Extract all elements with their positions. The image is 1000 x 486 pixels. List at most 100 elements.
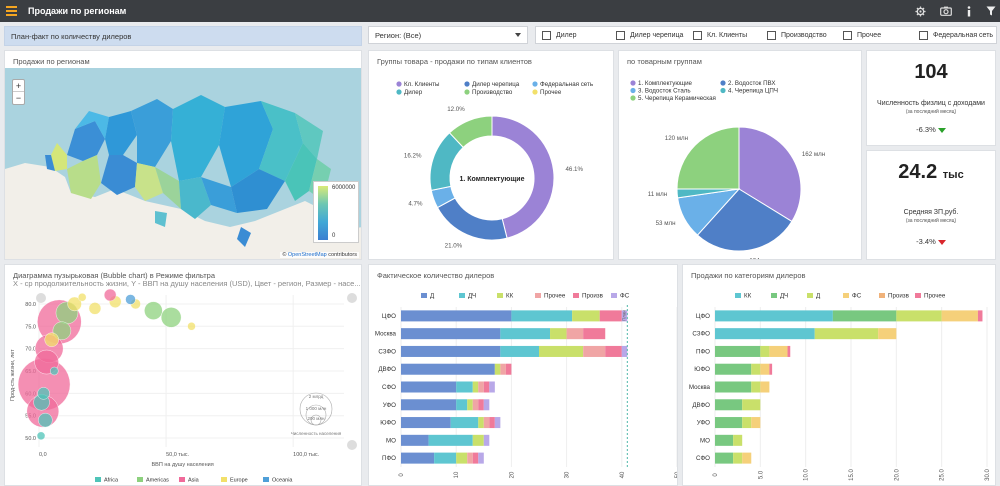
russia-region[interactable] — [131, 99, 173, 167]
settings-gear-icon[interactable] — [915, 5, 926, 17]
triangle-down-icon — [937, 127, 946, 133]
legend-label: Прочее — [540, 89, 562, 96]
russia-region[interactable] — [101, 155, 137, 195]
russia-region[interactable] — [45, 155, 55, 171]
checkbox-box — [767, 31, 776, 40]
zoom-out-button[interactable]: − — [15, 93, 22, 103]
product-group-pie-chart[interactable]: 1. Комплектующие 2. Водосток ПВХ 3. Водост… — [619, 51, 862, 260]
legend-label: Прочее — [924, 293, 946, 300]
bar-segment — [401, 417, 451, 429]
legend-swatch — [879, 293, 885, 298]
filter-funnel-icon[interactable] — [986, 6, 996, 16]
russia-region[interactable] — [155, 167, 181, 209]
bar-segment — [715, 452, 734, 464]
legend-swatch — [95, 477, 101, 482]
legend-label: Дилер черепица — [472, 81, 520, 88]
donut-center-label: 1. Комплектующие — [460, 176, 525, 183]
checkbox-key-clients[interactable]: Кл. Клиенты — [693, 31, 747, 40]
legend-swatch — [915, 293, 921, 298]
chevron-down-icon — [515, 33, 521, 37]
bubble-point — [160, 307, 182, 328]
russia-region[interactable] — [155, 211, 167, 227]
donut-slice — [436, 197, 508, 241]
dealer-count-bar-chart[interactable]: Д ДЧ КК Прочее Произв ФС 0 10 20 30 40 50 ЦФО Москва С… — [369, 265, 678, 486]
bar-segment — [878, 328, 897, 340]
legend-max: 6000000 — [332, 185, 356, 191]
checkbox-federal-network[interactable]: Федеральная сеть — [919, 31, 993, 40]
bar-segment — [715, 328, 815, 340]
bar-segment — [489, 417, 495, 429]
bubble-point — [44, 332, 59, 347]
region-select[interactable]: Регион: (Все) — [368, 26, 528, 44]
category-label: ЮФО — [694, 366, 710, 373]
camera-icon[interactable] — [940, 6, 952, 16]
slice-label: 11 млн — [648, 191, 667, 198]
bubble-title: Диаграмма пузырьковая (Bubble chart) в Р… — [13, 271, 216, 280]
bar-segment — [500, 328, 551, 340]
x-tick-label: 50 — [675, 471, 678, 478]
bar-segment — [494, 417, 501, 429]
russia-region[interactable] — [67, 121, 105, 161]
russia-region[interactable] — [237, 227, 251, 247]
bubble-chart[interactable]: 80.075.070.065.060.055.050.00,050,0 тыс.… — [5, 265, 362, 486]
checkbox-dealer[interactable]: Дилер — [542, 31, 577, 40]
russia-regions-map[interactable] — [5, 51, 362, 260]
russia-region[interactable] — [219, 101, 273, 187]
slice-label: 120 млн — [665, 135, 688, 142]
legend-swatch — [221, 477, 227, 482]
legend-label: Africa — [104, 478, 119, 484]
checkbox-dealer-tile[interactable]: Дилер черепица — [616, 31, 683, 40]
bar-segment — [456, 399, 468, 411]
y-axis-label: Прод-сть жизни, лет — [10, 349, 16, 401]
bar-segment — [787, 345, 791, 357]
bar-segment — [769, 345, 788, 357]
bar-segment — [760, 363, 770, 375]
x-tick-label: 30.0 — [985, 469, 991, 481]
bubble-point — [78, 293, 87, 302]
russia-region[interactable] — [67, 155, 101, 199]
russia-region[interactable] — [105, 111, 137, 155]
zoom-in-button[interactable]: + — [13, 80, 24, 92]
russia-region[interactable] — [179, 177, 211, 219]
bubble-point — [125, 294, 136, 305]
bar-segment — [478, 417, 484, 429]
info-icon[interactable] — [966, 5, 972, 17]
russia-region[interactable] — [259, 101, 303, 181]
checkbox-label: Федеральная сеть — [933, 32, 994, 39]
size-legend-circle — [310, 414, 322, 426]
checkbox-other[interactable]: Прочее — [843, 31, 881, 40]
legend-swatch — [771, 293, 777, 298]
russia-region[interactable] — [135, 163, 163, 201]
category-label: СЗФО — [378, 348, 396, 355]
russia-region[interactable] — [285, 143, 317, 201]
size-legend-label: 2 млрд — [309, 394, 324, 399]
y-tick-label: 50.0 — [25, 436, 36, 442]
legend-label: Дилер — [404, 89, 423, 96]
bar-segment — [742, 452, 752, 464]
attribution-link[interactable]: OpenStreetMap — [287, 252, 327, 258]
product-group-pie-panel: по товарным группам 1. Комплектующие 2. В… — [618, 50, 862, 260]
pie-slice — [676, 126, 740, 190]
legend-swatch — [497, 293, 503, 298]
bar-segment — [483, 434, 490, 446]
sales-category-bar-chart[interactable]: КК ДЧ Д ФС Произв Прочее 0 5.0 10.0 15.0 20.0 25.0 3… — [683, 265, 996, 486]
legend-swatch — [720, 87, 726, 94]
legend-swatch — [720, 80, 726, 86]
russia-region[interactable] — [295, 113, 323, 159]
attribution-prefix: © — [282, 252, 288, 258]
category-label: УФО — [697, 420, 710, 427]
bubble-chart-panel: Диаграмма пузырьковая (Bubble chart) в Р… — [4, 264, 362, 486]
category-label: ЦФО — [696, 313, 710, 320]
russia-region[interactable] — [231, 169, 285, 213]
bar-segment — [401, 381, 457, 393]
client-type-donut-chart[interactable]: Кл. Клиенты Дилер черепица Федеральная сет… — [369, 51, 614, 260]
russia-region[interactable] — [201, 177, 237, 213]
hamburger-menu-icon[interactable] — [0, 0, 22, 22]
category-label: МО — [386, 437, 396, 444]
kpi-delta-value: -6.3% — [916, 125, 936, 134]
sales-category-panel: Продажи по категориям дилеров КК ДЧ Д ФС Про… — [682, 264, 996, 486]
russia-region[interactable] — [75, 111, 109, 139]
checkbox-production[interactable]: Производство — [767, 31, 827, 40]
russia-region[interactable] — [51, 143, 67, 171]
russia-region[interactable] — [171, 95, 225, 181]
